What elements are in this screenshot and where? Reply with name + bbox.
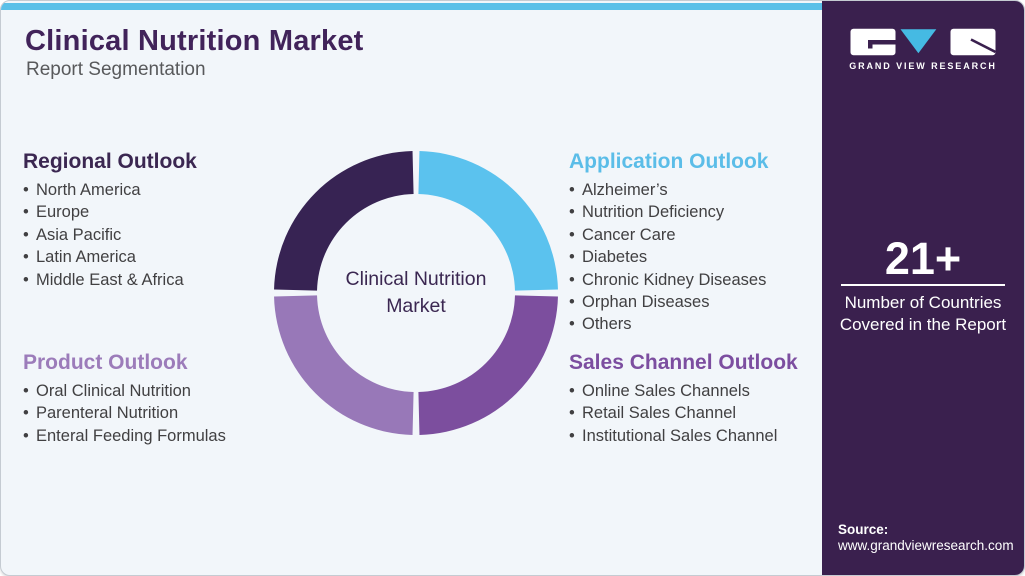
donut-segment-application	[418, 151, 558, 291]
section-application-outlook: Application Outlook Alzheimer’sNutrition…	[569, 150, 825, 336]
source-url: www.grandviewresearch.com	[838, 538, 1014, 553]
sales-channel-outlook-list: Online Sales ChannelsRetail Sales Channe…	[569, 380, 825, 447]
donut-segment-product	[274, 295, 414, 435]
countries-count-label-line1: Number of Countries	[844, 293, 1002, 312]
list-item: Alzheimer’s	[569, 179, 825, 201]
gvr-logo	[850, 28, 996, 56]
donut-center-label: Clinical Nutrition Market	[271, 148, 561, 438]
list-item: Chronic Kidney Diseases	[569, 269, 825, 291]
list-item: Cancer Care	[569, 224, 825, 246]
list-item: Oral Clinical Nutrition	[23, 380, 293, 402]
list-item: Parenteral Nutrition	[23, 402, 293, 424]
application-outlook-list: Alzheimer’sNutrition DeficiencyCancer Ca…	[569, 179, 825, 336]
list-item: Enteral Feeding Formulas	[23, 425, 293, 447]
donut-chart: Clinical Nutrition Market	[271, 148, 561, 438]
logo-letter-v-triangle	[900, 29, 937, 54]
regional-outlook-heading: Regional Outlook	[23, 150, 197, 173]
donut-center-label-line2: Market	[386, 295, 446, 317]
logo-letter-g	[850, 28, 896, 56]
source-block: Source: www.grandviewresearch.com	[838, 522, 1014, 554]
list-item: Others	[569, 313, 825, 335]
list-item: Retail Sales Channel	[569, 402, 825, 424]
top-accent-bar	[1, 3, 824, 10]
donut-segment-regional	[274, 151, 414, 291]
application-outlook-heading: Application Outlook	[569, 150, 769, 173]
page-subtitle: Report Segmentation	[26, 59, 206, 80]
list-item: Europe	[23, 201, 293, 223]
donut-segment-sales-channel	[418, 295, 558, 435]
list-item: North America	[23, 179, 293, 201]
list-item: Online Sales Channels	[569, 380, 825, 402]
list-item: Orphan Diseases	[569, 291, 825, 313]
list-item: Nutrition Deficiency	[569, 201, 825, 223]
section-regional-outlook: Regional Outlook North AmericaEuropeAsia…	[23, 150, 293, 291]
source-label: Source:	[838, 522, 889, 537]
page-title: Clinical Nutrition Market	[25, 25, 364, 57]
stat-divider	[841, 284, 1005, 286]
list-item: Institutional Sales Channel	[569, 425, 825, 447]
countries-count: 21+	[884, 233, 962, 284]
countries-count-label: Number of Countries Covered in the Repor…	[822, 292, 1024, 335]
regional-outlook-list: North AmericaEuropeAsia PacificLatin Ame…	[23, 179, 293, 291]
brand-name: GRAND VIEW RESEARCH	[849, 61, 997, 71]
section-product-outlook: Product Outlook Oral Clinical NutritionP…	[23, 351, 293, 447]
sidebar: GRAND VIEW RESEARCH 21+ Number of Countr…	[822, 1, 1024, 575]
sales-channel-outlook-heading: Sales Channel Outlook	[569, 351, 798, 374]
list-item: Middle East & Africa	[23, 269, 293, 291]
section-sales-channel-outlook: Sales Channel Outlook Online Sales Chann…	[569, 351, 825, 447]
product-outlook-heading: Product Outlook	[23, 351, 188, 374]
countries-count-label-line2: Covered in the Report	[839, 314, 1007, 334]
donut-center-label-line1: Clinical Nutrition	[345, 268, 487, 290]
logo-letter-r	[950, 28, 996, 56]
list-item: Diabetes	[569, 246, 825, 268]
list-item: Asia Pacific	[23, 224, 293, 246]
donut-chart-svg	[274, 151, 558, 435]
list-item: Latin America	[23, 246, 293, 268]
product-outlook-list: Oral Clinical NutritionParenteral Nutrit…	[23, 380, 293, 447]
